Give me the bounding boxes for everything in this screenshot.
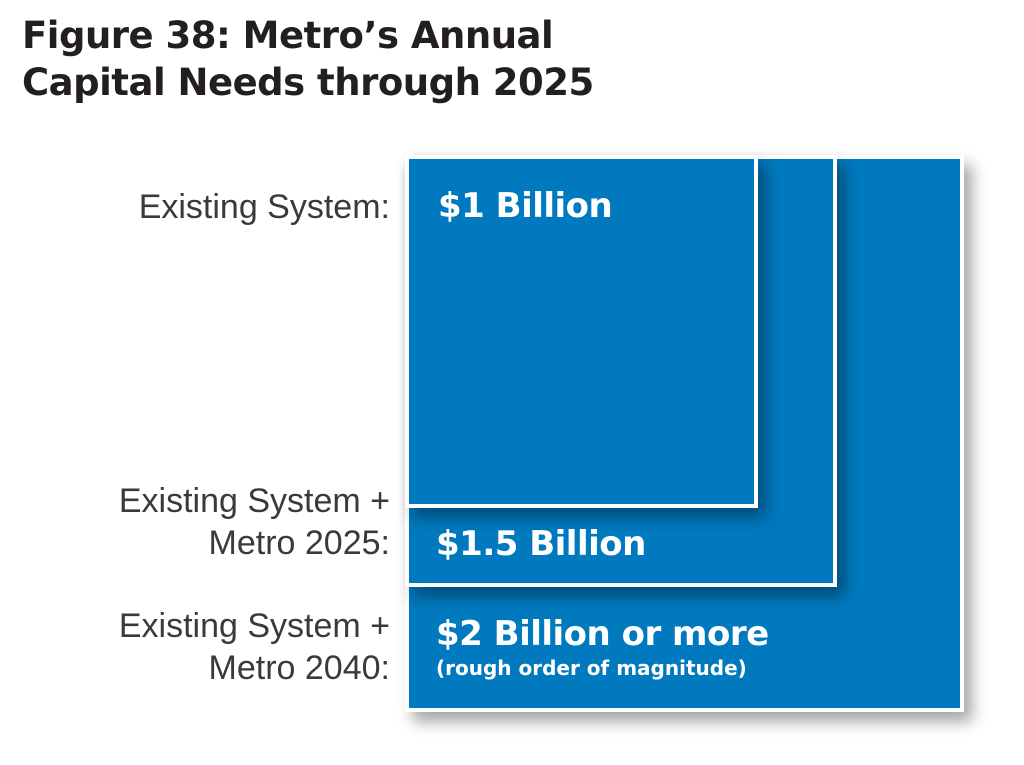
square-existing-system [405,155,758,508]
label-line: Existing System + [118,607,390,645]
label-metro-2025: Existing System + Metro 2025: [119,480,390,564]
value-note: (rough order of magnitude) [436,656,747,680]
label-metro-2040: Existing System + Metro 2040: [119,605,390,689]
value-label: $1.5 Billion [436,524,646,564]
chart-title: Figure 38: Metro’s Annual Capital Needs … [22,12,594,106]
value-label: $1 Billion [438,186,613,226]
label-line: Existing System + [118,482,390,520]
title-line-1: Figure 38: Metro’s Annual [22,14,554,57]
value-label: $2 Billion or more [436,614,769,654]
label-line: Metro 2040: [208,649,390,687]
label-line: Metro 2025: [208,524,390,562]
label-line: Existing System: [138,188,390,226]
title-line-2: Capital Needs through 2025 [22,61,594,104]
label-existing-system: Existing System: [139,186,390,228]
